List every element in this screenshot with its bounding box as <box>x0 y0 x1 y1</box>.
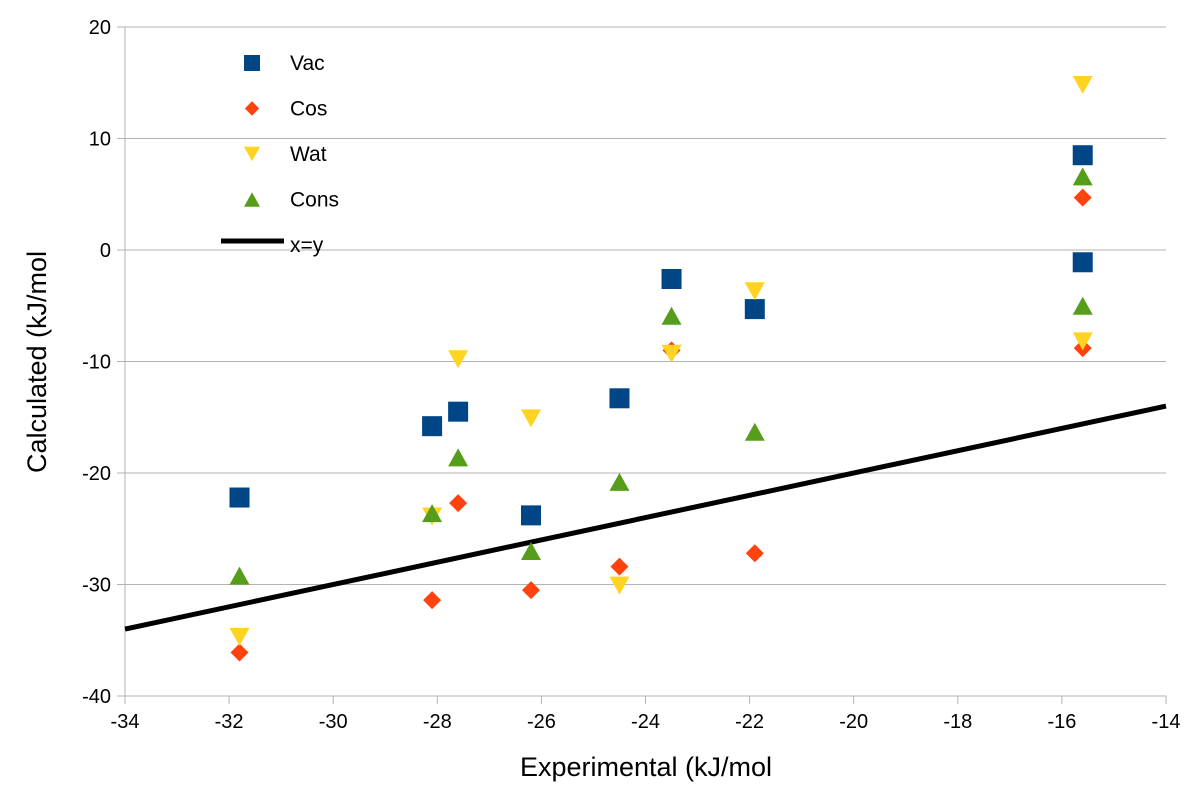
legend-label-cos: Cos <box>290 98 327 121</box>
tick-labels: -40 -30 -20 -10 0 10 20 -34 -32 -30 -28 -26 -24 -22 -2… <box>82 17 1180 733</box>
point-cons <box>661 306 682 325</box>
point-vac <box>229 487 250 508</box>
legend-swatch-wat <box>244 146 260 162</box>
point-cons <box>744 422 765 441</box>
x-tick-label: -24 <box>631 711 660 733</box>
x-tick-label: -20 <box>839 711 868 733</box>
x-tick-label: -18 <box>943 711 972 733</box>
point-cos <box>230 643 249 662</box>
y-tick-label: -10 <box>82 352 111 374</box>
y-tick-label: -40 <box>82 686 111 708</box>
y-tick-label: 20 <box>89 17 111 39</box>
point-vac <box>422 416 443 437</box>
point-wat <box>661 344 682 363</box>
point-cons <box>229 566 250 585</box>
point-wat <box>1072 75 1093 94</box>
point-vac <box>520 505 541 526</box>
point-wat <box>1072 332 1093 351</box>
point-cos <box>1073 188 1092 207</box>
x-tick-label: -14 <box>1152 711 1181 733</box>
legend-swatch-vac <box>244 55 260 71</box>
axes <box>117 26 1167 704</box>
point-cons <box>448 448 469 467</box>
point-cons <box>1072 296 1093 315</box>
point-vac <box>744 299 765 320</box>
x-tick-label: -30 <box>319 711 348 733</box>
legend-label-cons: Cons <box>290 189 339 212</box>
line-x-y <box>124 403 1167 632</box>
y-tick-label: 10 <box>89 129 111 151</box>
point-cons <box>1072 167 1093 186</box>
point-vac <box>661 268 682 289</box>
legend: Vac Cos Wat Cons x=y <box>221 52 339 257</box>
x-tick-label: -22 <box>735 711 764 733</box>
reference-line <box>124 403 1167 632</box>
point-vac <box>1072 145 1093 166</box>
point-cons <box>520 542 541 561</box>
x-tick-label: -28 <box>423 711 452 733</box>
point-vac <box>609 388 630 409</box>
point-wat <box>520 409 541 428</box>
legend-label-vac: Vac <box>290 52 325 75</box>
grid-lines <box>125 26 1166 697</box>
point-cons <box>609 472 630 491</box>
legend-label-wat: Wat <box>290 143 327 166</box>
point-cos <box>449 494 468 513</box>
point-wat <box>609 576 630 595</box>
point-cons <box>422 504 443 523</box>
y-tick-label: 0 <box>100 240 111 262</box>
legend-swatch-cons <box>244 192 260 207</box>
point-cos <box>521 581 540 600</box>
point-vac <box>448 401 469 422</box>
point-wat <box>229 627 250 646</box>
point-vac <box>1072 252 1093 273</box>
y-tick-label: -30 <box>82 575 111 597</box>
data-points <box>229 75 1093 662</box>
y-axis-title: Calculated (kJ/mol <box>22 251 52 473</box>
point-cos <box>610 557 629 576</box>
legend-swatch-cos <box>244 101 260 116</box>
y-tick-label: -20 <box>82 463 111 485</box>
point-wat <box>448 350 469 369</box>
legend-label-x-y: x=y <box>290 234 324 257</box>
x-axis-title: Experimental (kJ/mol <box>520 752 772 782</box>
point-cos <box>423 591 442 610</box>
x-tick-label: -32 <box>215 711 244 733</box>
x-tick-label: -34 <box>111 711 140 733</box>
x-tick-label: -16 <box>1047 711 1076 733</box>
point-cos <box>745 544 764 563</box>
point-wat <box>744 282 765 301</box>
x-tick-label: -26 <box>527 711 556 733</box>
